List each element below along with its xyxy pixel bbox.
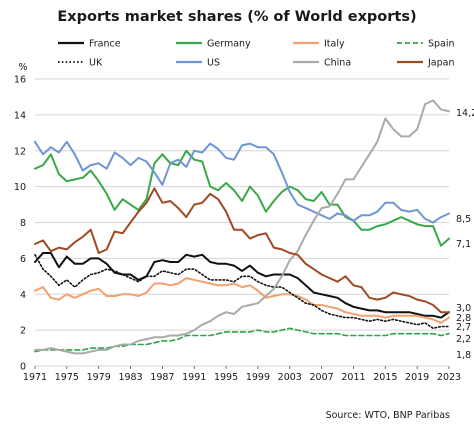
gridlines xyxy=(35,78,449,367)
y-axis-ticks: 0 2 4 6 8 10 12 14 16 xyxy=(14,75,26,373)
source-note: Source: WTO, BNP Paribas xyxy=(326,410,450,421)
end-value-label: 2,8 xyxy=(456,313,471,324)
end-value-label: 2,7 xyxy=(456,322,471,333)
x-tick-label: 1983 xyxy=(118,372,142,383)
end-value-label: 1,8 xyxy=(456,350,471,361)
x-tick-label: 1979 xyxy=(87,372,111,383)
legend-label: Italy xyxy=(324,39,345,50)
series-line-japan xyxy=(34,187,450,314)
y-tick-label: 12 xyxy=(14,146,26,157)
x-tick-label: 2007 xyxy=(310,372,334,383)
series-line-us xyxy=(34,140,450,224)
legend-label: France xyxy=(89,39,121,50)
x-tick-label: 1999 xyxy=(246,372,270,383)
x-tick-label: 2019 xyxy=(405,372,429,383)
y-tick-label: 6 xyxy=(20,254,26,265)
legend-label: US xyxy=(207,58,220,69)
series-line-germany xyxy=(34,149,450,247)
end-labels: 14,2 8,5 7,1 3,02,82,72,2 1,8 xyxy=(456,108,474,361)
series-line-spain xyxy=(34,327,450,353)
end-value-label: 2,2 xyxy=(456,334,471,345)
series-line-china xyxy=(34,99,450,355)
legend-label: Germany xyxy=(207,39,251,50)
x-axis-ticks: 1971 1975 1979 1983 1987 1991 1995 1999 2003 2007… xyxy=(23,366,461,383)
y-tick-label: 0 xyxy=(20,362,26,373)
end-value-label: 8,5 xyxy=(456,214,471,225)
series-line-france xyxy=(34,252,450,319)
x-tick-label: 1971 xyxy=(23,372,47,383)
x-tick-label: 1975 xyxy=(55,372,79,383)
end-value-label: 7,1 xyxy=(456,239,471,250)
x-tick-label: 2023 xyxy=(437,372,461,383)
series-line-italy xyxy=(34,277,450,324)
x-tick-label: 2003 xyxy=(278,372,302,383)
x-tick-label: 1991 xyxy=(182,372,206,383)
x-tick-label: 1995 xyxy=(214,372,238,383)
y-tick-label: 4 xyxy=(20,290,26,301)
legend-label: China xyxy=(324,58,351,69)
end-value-label: 14,2 xyxy=(456,108,474,119)
x-tick-label: 1987 xyxy=(150,372,174,383)
y-tick-label: 14 xyxy=(14,110,26,121)
series-line-uk xyxy=(34,254,450,330)
chart-title: Exports market shares (% of World export… xyxy=(57,9,416,25)
end-value-label: 3,0 xyxy=(456,303,471,314)
y-axis-unit: % xyxy=(18,62,27,73)
y-tick-label: 2 xyxy=(20,326,26,337)
legend: France Germany Italy Spain UK US China Japan xyxy=(58,39,455,69)
x-tick-label: 2011 xyxy=(341,372,365,383)
y-tick-label: 8 xyxy=(20,218,26,229)
y-tick-label: 16 xyxy=(14,75,26,86)
y-tick-label: 10 xyxy=(14,182,26,193)
legend-label: UK xyxy=(89,58,103,69)
legend-label: Spain xyxy=(428,39,455,50)
x-tick-label: 2015 xyxy=(373,372,397,383)
legend-label: Japan xyxy=(427,58,455,69)
series-lines xyxy=(34,99,450,355)
